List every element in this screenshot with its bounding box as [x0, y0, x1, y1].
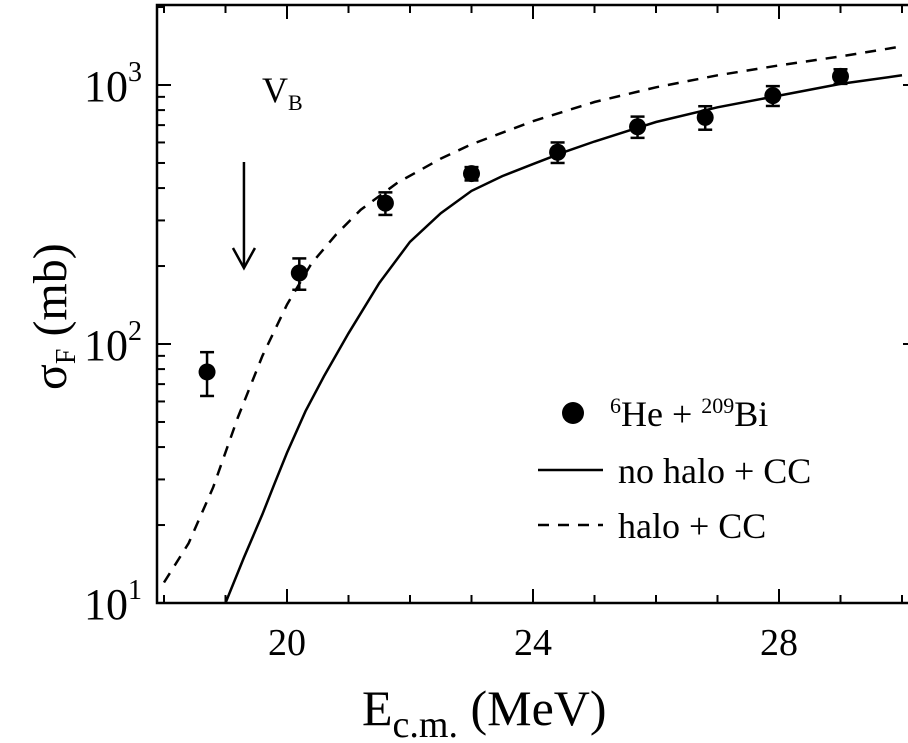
barrier-label-sub: B: [288, 90, 303, 115]
curve-halo-cc: [162, 45, 903, 584]
data-point-6: [696, 108, 714, 126]
y-tick-label-exp-10: 1: [128, 575, 142, 606]
x-axis-label-main: E: [362, 680, 393, 736]
y-tick-label-base-100: 10: [84, 321, 128, 370]
point-layer: [198, 67, 849, 381]
legend-text-he: He +: [621, 394, 701, 434]
y-axis-label: σF (mb): [24, 243, 82, 390]
legend-sup-6: 6: [610, 393, 621, 418]
data-point-7: [764, 87, 782, 105]
y-tick-label-base-1000: 10: [84, 62, 128, 111]
tick-layer: [157, 5, 908, 603]
plot-frame: [155, 3, 908, 605]
legend-label-halo: halo + CC: [618, 506, 766, 546]
data-point-2: [376, 194, 394, 212]
x-tick-label-24: 24: [514, 622, 552, 664]
barrier-arrow-head: [231, 247, 257, 271]
x-axis-label-sub: c.m.: [393, 704, 458, 743]
x-tick-label-28: 28: [760, 622, 798, 664]
barrier-label: VB: [262, 70, 303, 115]
legend: 6He + 209Bi no halo + CC halo + CC: [538, 393, 811, 546]
x-axis-label: Ec.m. (MeV): [362, 680, 607, 743]
data-point-5: [629, 118, 647, 136]
y-tick-label-10: 101: [84, 575, 142, 629]
barrier-label-main: V: [262, 70, 288, 110]
x-axis-label-rest: (MeV): [458, 680, 607, 736]
barrier-annotation: VB: [231, 70, 303, 271]
y-tick-label-base-10: 10: [84, 580, 128, 629]
x-tick-label-20: 20: [268, 622, 306, 664]
errorbar-layer: [200, 68, 848, 398]
data-point-8: [832, 67, 849, 85]
curve-no-halo-cc: [224, 74, 903, 603]
y-tick-label-exp-1000: 3: [128, 57, 142, 88]
y-axis-label-main: σ: [24, 364, 77, 390]
legend-label-no-halo: no halo + CC: [618, 451, 811, 491]
data-point-0: [198, 363, 216, 381]
y-tick-label-exp-100: 2: [128, 316, 142, 347]
legend-text-bi: Bi: [734, 394, 768, 434]
curve-layer: [162, 45, 903, 603]
data-point-4: [549, 143, 567, 161]
y-axis-label-sub: F: [51, 349, 82, 365]
data-point-1: [290, 264, 308, 282]
y-axis-label-rest: (mb): [24, 243, 77, 348]
y-tick-label-100: 102: [84, 316, 142, 370]
data-point-3: [463, 165, 480, 183]
legend-sup-209: 209: [701, 393, 734, 418]
legend-label-data: 6He + 209Bi: [610, 393, 768, 434]
y-tick-label-1000: 103: [84, 57, 142, 111]
legend-marker-data: [562, 402, 584, 424]
